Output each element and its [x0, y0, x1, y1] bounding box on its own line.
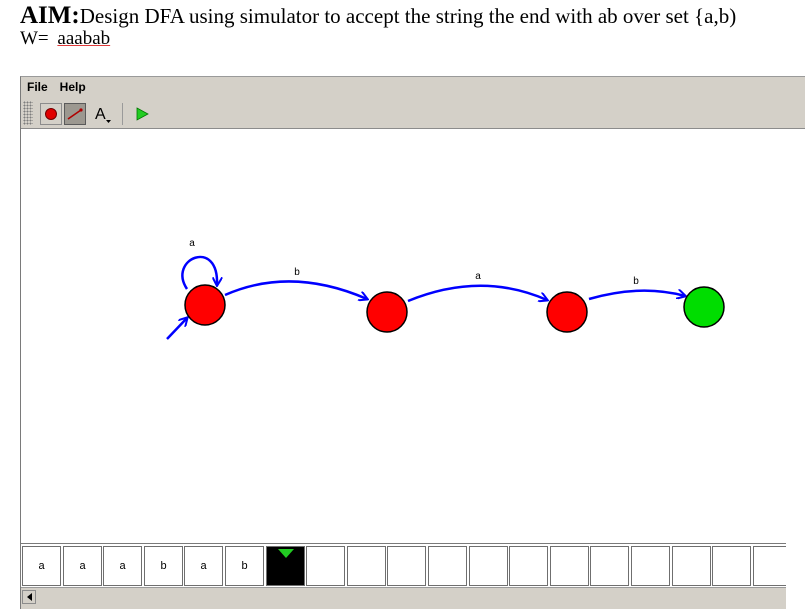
scroll-left-button[interactable]	[22, 590, 36, 604]
w-value: aaabab	[57, 28, 111, 49]
state-q1[interactable]	[366, 291, 408, 333]
tape-head-icon	[278, 549, 294, 558]
toolbar-grip-handle[interactable]	[23, 101, 33, 125]
play-icon	[136, 107, 149, 121]
tape-cell[interactable]	[387, 546, 426, 586]
edge-label-q0-q0: a	[189, 238, 195, 249]
state-q3-final[interactable]	[683, 286, 725, 328]
text-tool-label: A	[95, 106, 106, 123]
tape-cell[interactable]	[631, 546, 670, 586]
edge-q1-q2[interactable]	[407, 284, 547, 301]
edge-q2-q3[interactable]	[588, 291, 685, 301]
tape-cell[interactable]: b	[144, 546, 183, 586]
tape-cell[interactable]: a	[184, 546, 223, 586]
tape-head-cell[interactable]	[266, 546, 305, 586]
tape-cell[interactable]	[672, 546, 711, 586]
tape-cell[interactable]: a	[103, 546, 142, 586]
state-tool-button[interactable]	[40, 103, 62, 125]
state-q2[interactable]	[546, 291, 588, 333]
toolbar-separator	[122, 103, 123, 125]
menubar: File Help	[21, 77, 805, 97]
tape-cell[interactable]: a	[22, 546, 61, 586]
state-circle-icon	[45, 108, 57, 120]
tape-cell[interactable]	[753, 546, 786, 586]
edge-label-q1-q2: a	[475, 271, 481, 282]
automaton-diagram: a b a b	[166, 238, 725, 340]
initial-state-arrow	[166, 318, 187, 340]
tape-cell[interactable]	[590, 546, 629, 586]
tape-cell[interactable]	[428, 546, 467, 586]
tape-scrollbar[interactable]	[21, 587, 786, 609]
edge-label-q0-q1: b	[294, 267, 300, 278]
state-q0[interactable]	[184, 284, 226, 326]
tape-cell[interactable]	[550, 546, 589, 586]
aim-text: Design DFA using simulator to accept the…	[79, 4, 737, 28]
menu-help[interactable]: Help	[59, 80, 86, 94]
toolbar: A	[21, 97, 805, 129]
transition-arrow-icon	[67, 108, 83, 120]
edge-q0-q0[interactable]	[181, 255, 217, 290]
tape-cell[interactable]	[712, 546, 751, 586]
edge-q0-q1[interactable]	[224, 280, 367, 299]
run-tool-button[interactable]	[131, 103, 153, 125]
tape-cell[interactable]	[347, 546, 386, 586]
tape-cell[interactable]: b	[225, 546, 264, 586]
w-label: W=	[20, 28, 49, 49]
tape-cell[interactable]	[306, 546, 345, 586]
transition-tool-button[interactable]	[64, 103, 86, 125]
text-tool-icon: A	[95, 106, 111, 123]
input-tape: a a a b a b	[21, 543, 786, 588]
input-string-line: W= aaabab	[20, 28, 736, 50]
automaton-canvas[interactable]: a b a b	[21, 129, 786, 543]
text-tool-button[interactable]: A	[91, 103, 113, 125]
document-header: AIM:Design DFA using simulator to accept…	[20, 2, 737, 50]
tape-cell[interactable]: a	[63, 546, 102, 586]
aim-label: AIM:	[20, 2, 80, 29]
tape-cell[interactable]	[509, 546, 548, 586]
tape-cell[interactable]	[469, 546, 508, 586]
menu-file[interactable]: File	[27, 80, 48, 94]
simulator-window: File Help A	[20, 76, 805, 609]
aim-line: AIM:Design DFA using simulator to accept…	[20, 2, 737, 29]
edge-label-q2-q3: b	[633, 276, 639, 287]
